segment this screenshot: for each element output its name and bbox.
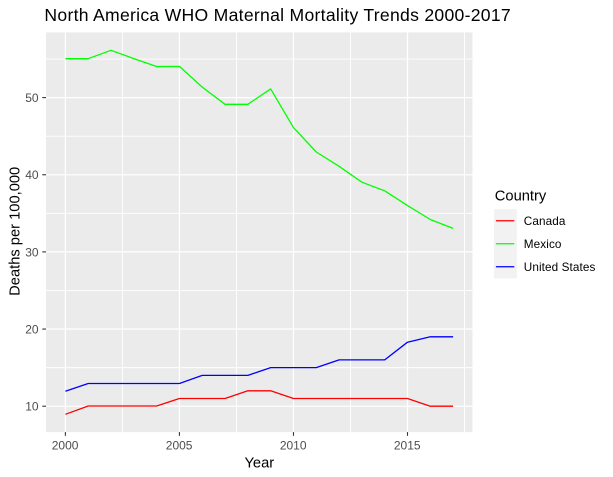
svg-text:Canada: Canada bbox=[524, 215, 566, 228]
svg-text:2005: 2005 bbox=[166, 438, 193, 452]
svg-text:10: 10 bbox=[25, 400, 39, 414]
svg-text:40: 40 bbox=[25, 168, 39, 182]
svg-text:2015: 2015 bbox=[394, 438, 421, 452]
svg-text:Year: Year bbox=[244, 456, 274, 472]
svg-text:30: 30 bbox=[25, 245, 39, 259]
svg-text:United States: United States bbox=[524, 261, 596, 274]
svg-text:Deaths per 100,000: Deaths per 100,000 bbox=[7, 167, 23, 296]
svg-text:2000: 2000 bbox=[52, 438, 79, 452]
svg-text:Mexico: Mexico bbox=[524, 238, 562, 251]
svg-text:North America WHO Maternal Mor: North America WHO Maternal Mortality Tre… bbox=[44, 5, 511, 25]
svg-text:20: 20 bbox=[25, 322, 39, 336]
svg-text:Country: Country bbox=[495, 189, 547, 205]
svg-text:50: 50 bbox=[25, 91, 39, 105]
svg-text:2010: 2010 bbox=[280, 438, 307, 452]
